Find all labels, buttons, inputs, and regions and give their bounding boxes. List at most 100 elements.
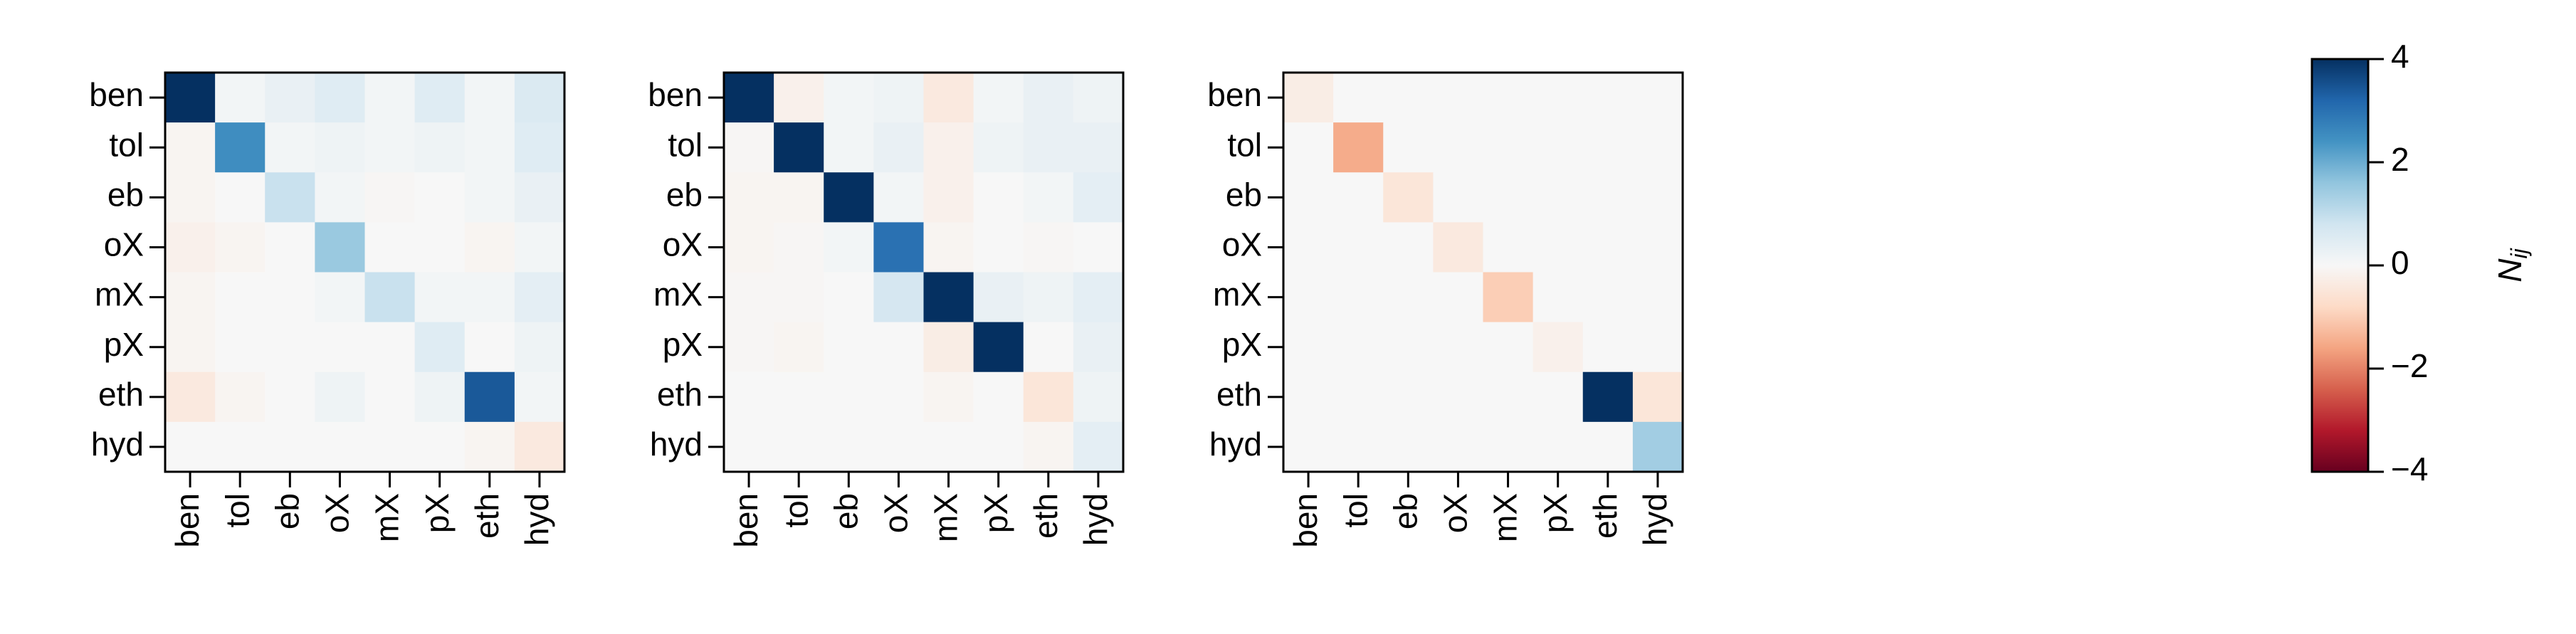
heatmap-cell (1283, 322, 1334, 373)
heatmap-cell (514, 73, 565, 123)
heatmap-cell (824, 172, 874, 223)
heatmap-cell (215, 272, 266, 323)
heatmap-cell (724, 371, 774, 423)
heatmap-cell (1023, 122, 1074, 173)
heatmap-cell (1023, 421, 1074, 472)
y-tick-label: hyd (1209, 426, 1262, 463)
heatmap-cell (165, 73, 216, 123)
x-tick-label: oX (319, 493, 356, 533)
heatmap-cell (514, 421, 565, 472)
x-tick-label: hyd (518, 493, 555, 546)
x-tick-label: eth (1027, 493, 1064, 539)
heatmap-cell (973, 421, 1024, 472)
heatmap-cell (1023, 322, 1074, 373)
heatmap-cell (1023, 73, 1074, 123)
heatmap-cell (1582, 371, 1634, 423)
heatmap-cell (364, 322, 416, 373)
heatmap-cell (215, 73, 266, 123)
heatmap-cell (265, 172, 315, 223)
heatmap-cell (1073, 272, 1124, 323)
heatmap-cell (1433, 122, 1483, 173)
x-tick-label: tol (219, 493, 256, 528)
heatmap-cell (1483, 322, 1534, 373)
y-tick-label: ben (1207, 76, 1262, 113)
heatmap-cell (824, 122, 874, 173)
heatmap-cell (774, 272, 824, 323)
heatmap-cell (364, 222, 416, 273)
heatmap-cell (165, 272, 216, 323)
heatmap-cell (1283, 272, 1334, 323)
heatmap-cell (973, 371, 1024, 423)
heatmap-cell (464, 222, 515, 273)
heatmap-cell (973, 322, 1024, 373)
x-tick-label: tol (777, 493, 814, 528)
heatmap-cell (215, 322, 266, 373)
heatmap-cell (923, 421, 974, 472)
heatmap-cell (514, 272, 565, 323)
heatmap-cell (1333, 272, 1384, 323)
heatmap-cell (1632, 421, 1683, 472)
y-tick-label: mX (1213, 276, 1262, 313)
heatmap-cell (774, 122, 824, 173)
heatmap-cell (265, 73, 315, 123)
heatmap-cell (364, 272, 416, 323)
heatmap-cell (464, 272, 515, 323)
heatmap-cell (165, 322, 216, 373)
x-tick-label: eb (268, 493, 305, 529)
heatmap-cell (1582, 73, 1634, 123)
heatmap-cell (1483, 421, 1534, 472)
x-tick-label: mX (927, 493, 964, 542)
heatmap-cell (1632, 222, 1683, 273)
heatmap-cell (165, 172, 216, 223)
x-tick-label: tol (1337, 493, 1374, 528)
heatmap-cell (923, 73, 974, 123)
heatmap-cell (464, 122, 515, 173)
plot-frame (722, 71, 1125, 473)
heatmap-cell (923, 122, 974, 173)
colorbar (2310, 58, 2370, 473)
heatmap-cell (1433, 172, 1483, 223)
heatmap-cell (1383, 371, 1434, 423)
heatmap-cell (973, 172, 1024, 223)
heatmap-cell (1632, 322, 1683, 373)
x-tick-label: pX (977, 493, 1014, 533)
heatmap-cell (923, 172, 974, 223)
y-tick-label: pX (663, 326, 703, 363)
heatmap-cell (215, 421, 266, 472)
heatmap-cell (1433, 272, 1483, 323)
heatmap-cell (1283, 222, 1334, 273)
y-tick-label: hyd (650, 426, 703, 463)
heatmap-cell (873, 122, 924, 173)
heatmap-cell (973, 122, 1024, 173)
heatmap-cell (1333, 322, 1384, 373)
y-tick-label: oX (104, 226, 144, 263)
heatmap-cell (1333, 172, 1384, 223)
heatmap-cell (1483, 73, 1534, 123)
heatmap-cell (724, 222, 774, 273)
heatmap-cell (923, 322, 974, 373)
heatmap-cell (364, 421, 416, 472)
heatmap-cell (414, 73, 466, 123)
heatmap-cell (464, 371, 515, 423)
y-tick-label: ben (648, 76, 703, 113)
heatmap-cell (1632, 371, 1683, 423)
heatmap-cell (1283, 122, 1334, 173)
x-tick-label: pX (1537, 493, 1574, 533)
heatmap-cell (724, 172, 774, 223)
y-tick-label: pX (104, 326, 144, 363)
heatmap-cell (1283, 73, 1334, 123)
x-tick-label: hyd (1636, 493, 1673, 546)
heatmap-cell (923, 272, 974, 323)
heatmap-cell (1383, 73, 1434, 123)
heatmap-cell (923, 371, 974, 423)
heatmap-cell (1073, 322, 1124, 373)
heatmap-cell (724, 122, 774, 173)
heatmap-cell (414, 272, 466, 323)
heatmap-cell (1533, 222, 1584, 273)
heatmap-cell (774, 421, 824, 472)
heatmap-cell (315, 222, 365, 273)
heatmap-cell (1433, 222, 1483, 273)
heatmap-cell (1632, 172, 1683, 223)
heatmap-cell (1073, 73, 1124, 123)
